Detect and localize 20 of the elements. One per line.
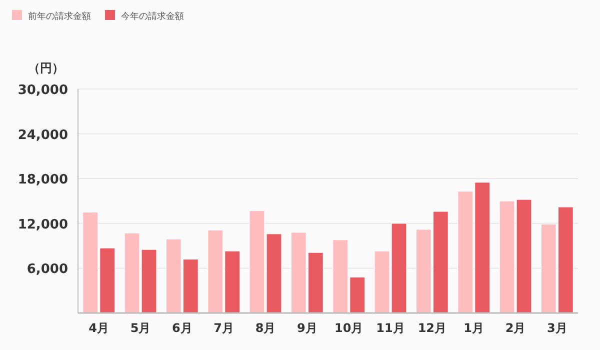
x-tick-label: 9月 [296,321,318,335]
x-tick-label: 12月 [418,321,447,335]
x-tick-label: 4月 [88,321,110,335]
x-tick-label: 11月 [376,321,405,335]
x-tick-label: 8月 [255,321,276,335]
legend-label: 前年の請求金額 [28,11,91,22]
x-tick-label: 7月 [214,321,234,335]
x-tick-label: 2月 [505,321,526,335]
y-axis-title: （円） [28,61,64,75]
y-tick-label: 12,000 [18,217,68,232]
x-tick-label: 10月 [334,321,364,335]
y-tick-label: 18,000 [18,172,68,188]
y-tick-label: 30,000 [18,83,68,98]
x-tick-label: 6月 [172,321,192,335]
legend-label: 今年の請求金額 [121,11,184,22]
x-tick-label: 3月 [546,321,568,335]
x-tick-label: 5月 [130,321,151,335]
x-tick-label: 1月 [464,321,484,335]
y-tick-label: 24,000 [18,128,68,143]
y-tick-label: 6,000 [26,262,68,278]
